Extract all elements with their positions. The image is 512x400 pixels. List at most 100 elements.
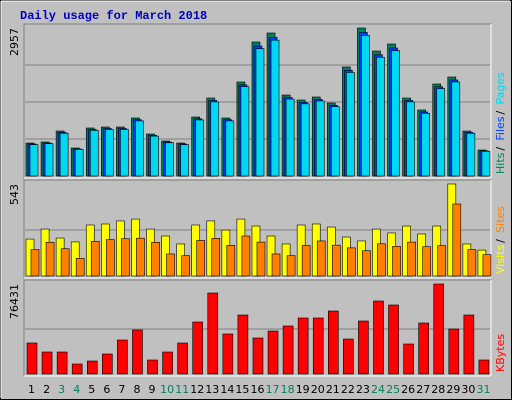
- bar: [255, 48, 265, 177]
- bar: [177, 342, 188, 375]
- bar: [192, 321, 204, 375]
- legend-entry: Pages: [494, 72, 507, 105]
- bar: [315, 100, 325, 177]
- bar: [71, 363, 83, 375]
- bar: [41, 351, 53, 375]
- chart-title: Daily usage for March 2018: [20, 9, 207, 23]
- x-tick-label: 3: [58, 383, 65, 396]
- bar: [86, 360, 98, 375]
- y-max-label: 2957: [8, 28, 21, 56]
- bar: [136, 237, 145, 277]
- x-tick-label: 23: [356, 383, 370, 396]
- bar: [132, 329, 143, 375]
- bar: [117, 339, 128, 375]
- x-tick-label: 24: [371, 383, 385, 396]
- bar: [210, 101, 220, 177]
- bar: [452, 203, 462, 277]
- bar: [347, 247, 356, 277]
- bar: [407, 241, 416, 277]
- bar: [467, 249, 477, 277]
- legend-separator: /: [494, 110, 507, 114]
- x-tick-label: 2: [43, 383, 50, 396]
- bar: [421, 112, 430, 177]
- x-tick-label: 28: [431, 383, 445, 396]
- x-tick-label: 21: [326, 383, 340, 396]
- legend-entry: Sites: [494, 206, 507, 233]
- bar: [151, 241, 160, 277]
- legend-entry: Hits: [494, 152, 507, 174]
- bar: [106, 239, 115, 277]
- y-max-label: 543: [8, 184, 21, 205]
- x-tick-label: 5: [88, 383, 95, 396]
- bar: [422, 246, 431, 277]
- x-tick-label: 20: [311, 383, 325, 396]
- x-tick-label: 11: [175, 383, 189, 396]
- bar: [297, 317, 309, 375]
- bar: [59, 132, 69, 177]
- bar: [312, 317, 324, 375]
- bar: [195, 119, 205, 177]
- bar: [44, 143, 54, 177]
- bar: [330, 106, 340, 177]
- bar: [343, 338, 354, 375]
- bar: [346, 72, 355, 177]
- bar: [165, 142, 174, 177]
- bar: [448, 328, 460, 375]
- bar: [271, 253, 281, 277]
- bar: [102, 353, 113, 375]
- legend-entry: KBytes: [494, 334, 507, 372]
- bar: [466, 132, 476, 177]
- bar: [331, 244, 341, 277]
- bar: [418, 322, 429, 375]
- bar: [45, 241, 55, 277]
- y-max-label: 76431: [8, 284, 21, 319]
- bar: [482, 254, 492, 277]
- legend-entry: Visits: [494, 245, 507, 274]
- bar: [392, 246, 401, 277]
- bar: [286, 255, 296, 277]
- bar: [388, 304, 399, 375]
- bar: [74, 149, 84, 177]
- bar: [376, 56, 385, 177]
- x-tick-label: 29: [446, 383, 460, 396]
- bar: [481, 151, 491, 177]
- bar: [135, 120, 144, 177]
- bar: [362, 250, 371, 277]
- bar: [301, 245, 311, 277]
- x-tick-label: 15: [235, 383, 249, 396]
- x-tick-label: 7: [118, 383, 125, 396]
- bar: [285, 98, 295, 177]
- bar: [150, 135, 159, 177]
- bar: [478, 359, 490, 375]
- bar: [433, 283, 445, 375]
- x-tick-label: 9: [149, 383, 156, 396]
- bar: [377, 243, 386, 277]
- bar: [451, 81, 461, 177]
- bar: [29, 144, 39, 177]
- x-tick-label: 27: [416, 383, 430, 396]
- bar: [267, 330, 279, 375]
- bar: [327, 310, 339, 375]
- x-tick-label: 18: [281, 383, 295, 396]
- bar: [147, 359, 158, 375]
- bar: [121, 238, 130, 277]
- x-tick-label: 1: [28, 383, 35, 396]
- bar: [252, 337, 264, 375]
- legend-separator: /: [494, 147, 507, 151]
- x-tick-label: 10: [160, 383, 174, 396]
- x-tick-label: 13: [205, 383, 219, 396]
- legend-separator: /: [494, 239, 507, 243]
- bar: [270, 39, 280, 177]
- bar: [316, 240, 326, 277]
- bar: [437, 245, 447, 277]
- x-tick-label: 26: [401, 383, 415, 396]
- bar: [226, 245, 236, 277]
- x-tick-label: 12: [190, 383, 204, 396]
- bar: [180, 144, 189, 177]
- bar: [56, 351, 68, 375]
- x-tick-label: 25: [386, 383, 400, 396]
- bar: [162, 351, 173, 375]
- x-tick-label: 19: [296, 383, 310, 396]
- bar: [436, 88, 446, 177]
- x-tick-label: 16: [251, 383, 265, 396]
